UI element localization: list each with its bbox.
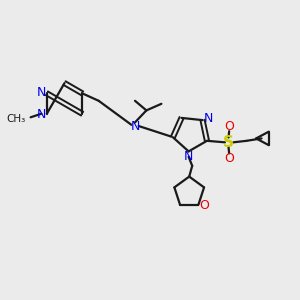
Text: N: N [130,119,140,133]
Text: N: N [183,150,193,163]
Text: N: N [37,86,46,99]
Text: S: S [223,135,234,150]
Text: O: O [224,120,234,133]
Text: N: N [37,108,46,121]
Text: CH₃: CH₃ [7,114,26,124]
Text: O: O [199,199,209,212]
Text: N: N [203,112,213,125]
Text: O: O [224,152,234,165]
